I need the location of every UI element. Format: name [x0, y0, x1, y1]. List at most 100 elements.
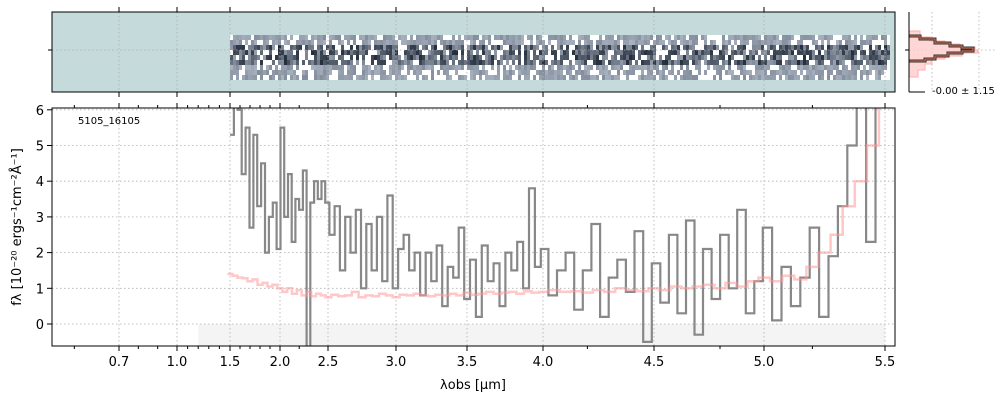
2d-pixel — [326, 70, 329, 75]
2d-pixel — [473, 65, 476, 70]
2d-pixel — [242, 75, 245, 80]
2d-pixel — [683, 40, 686, 45]
2d-pixel — [521, 35, 524, 40]
2d-pixel — [431, 45, 434, 50]
2d-pixel — [371, 35, 374, 40]
2d-pixel — [422, 65, 425, 70]
2d-pixel — [470, 35, 473, 40]
2d-pixel — [830, 35, 833, 40]
2d-pixel — [872, 70, 875, 75]
2d-pixel — [248, 65, 251, 70]
2d-pixel — [800, 45, 803, 50]
2d-pixel — [443, 70, 446, 75]
2d-pixel — [335, 60, 338, 65]
2d-pixel — [815, 75, 818, 80]
2d-pixel — [251, 70, 254, 75]
2d-pixel — [275, 75, 278, 80]
2d-pixel — [758, 75, 761, 80]
2d-pixel — [800, 40, 803, 45]
2d-pixel — [803, 65, 806, 70]
2d-pixel — [491, 75, 494, 80]
2d-pixel — [821, 60, 824, 65]
2d-pixel — [512, 75, 515, 80]
2d-pixel — [635, 40, 638, 45]
2d-pixel — [638, 75, 641, 80]
2d-pixel — [668, 45, 671, 50]
2d-pixel — [887, 55, 890, 60]
2d-pixel — [524, 40, 527, 45]
2d-pixel — [767, 75, 770, 80]
2d-pixel — [455, 55, 458, 60]
2d-pixel — [791, 75, 794, 80]
2d-pixel — [494, 75, 497, 80]
2d-pixel — [752, 45, 755, 50]
2d-pixel — [626, 55, 629, 60]
2d-pixel — [662, 55, 665, 60]
2d-pixel — [251, 60, 254, 65]
2d-pixel — [491, 45, 494, 50]
2d-pixel — [341, 50, 344, 55]
2d-pixel — [827, 55, 830, 60]
2d-pixel — [836, 45, 839, 50]
2d-pixel — [698, 45, 701, 50]
2d-pixel — [557, 70, 560, 75]
2d-pixel — [542, 50, 545, 55]
2d-pixel — [407, 35, 410, 40]
2d-pixel — [383, 55, 386, 60]
2d-pixel — [308, 35, 311, 40]
2d-pixel — [848, 60, 851, 65]
2d-pixel — [782, 65, 785, 70]
2d-pixel — [341, 55, 344, 60]
2d-pixel — [734, 65, 737, 70]
2d-pixel — [809, 65, 812, 70]
2d-pixel — [632, 65, 635, 70]
2d-pixel — [464, 35, 467, 40]
2d-pixel — [845, 50, 848, 55]
2d-pixel — [662, 75, 665, 80]
2d-pixel — [356, 75, 359, 80]
2d-pixel — [500, 70, 503, 75]
2d-pixel — [440, 70, 443, 75]
2d-pixel — [686, 60, 689, 65]
2d-pixel — [503, 65, 506, 70]
2d-pixel — [518, 35, 521, 40]
2d-pixel — [815, 40, 818, 45]
2d-pixel — [785, 60, 788, 65]
2d-pixel — [329, 50, 332, 55]
2d-pixel — [236, 75, 239, 80]
2d-pixel — [785, 70, 788, 75]
2d-pixel — [251, 45, 254, 50]
2d-pixel — [446, 65, 449, 70]
2d-pixel — [653, 65, 656, 70]
2d-pixel — [461, 50, 464, 55]
2d-pixel — [581, 75, 584, 80]
2d-pixel — [869, 60, 872, 65]
2d-pixel — [863, 75, 866, 80]
2d-pixel — [416, 60, 419, 65]
2d-pixel — [530, 45, 533, 50]
2d-pixel — [236, 60, 239, 65]
2d-pixel — [518, 40, 521, 45]
2d-pixel — [644, 35, 647, 40]
2d-pixel — [566, 50, 569, 55]
2d-pixel — [437, 45, 440, 50]
2d-pixel — [752, 70, 755, 75]
2d-pixel — [794, 75, 797, 80]
2d-pixel — [845, 60, 848, 65]
y-axis-label: fλ [10⁻²⁰ ergs⁻¹cm⁻²Å⁻¹] — [9, 148, 25, 306]
2d-pixel — [524, 70, 527, 75]
2d-pixel — [656, 75, 659, 80]
plot-frame — [51, 107, 896, 347]
2d-pixel — [506, 60, 509, 65]
2d-pixel — [656, 35, 659, 40]
2d-pixel — [320, 50, 323, 55]
2d-pixel — [476, 45, 479, 50]
2d-pixel — [305, 45, 308, 50]
2d-pixel — [284, 50, 287, 55]
2d-pixel — [671, 75, 674, 80]
2d-pixel — [842, 45, 845, 50]
2d-pixel — [884, 40, 887, 45]
2d-pixel — [491, 60, 494, 65]
2d-pixel — [782, 75, 785, 80]
